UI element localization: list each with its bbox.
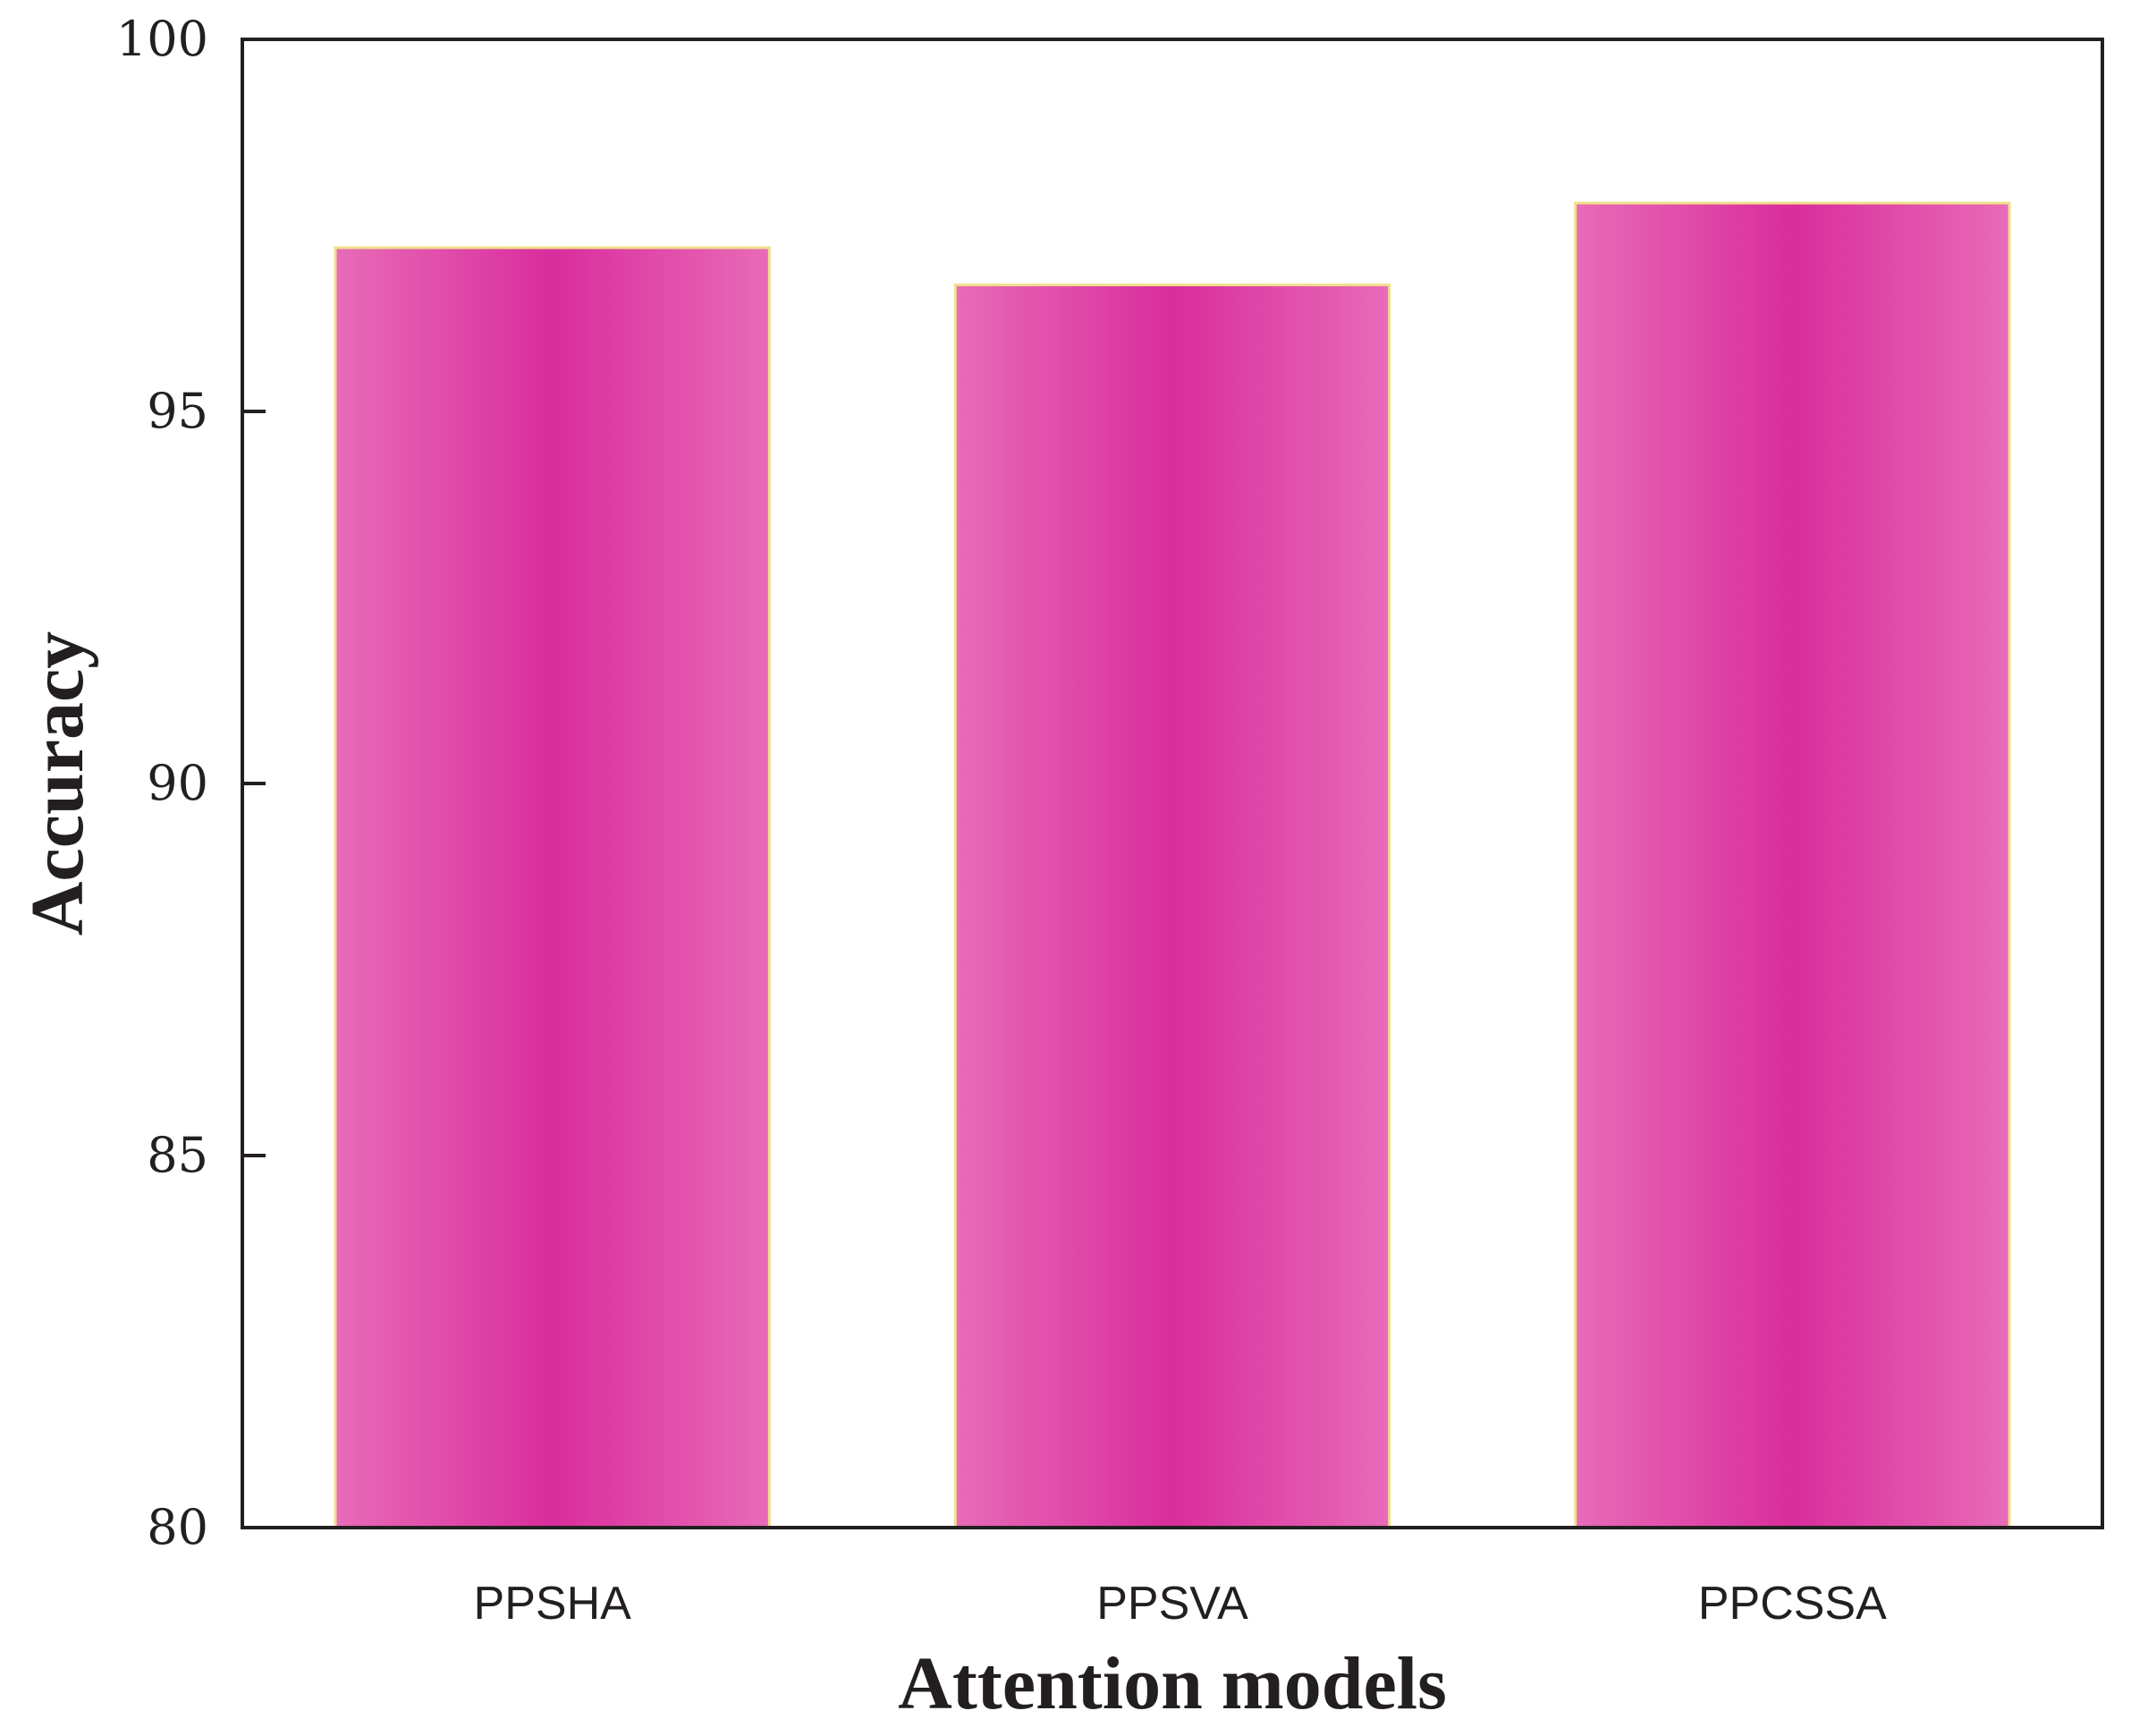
x-tick-label-ppsha: PPSHA (474, 1578, 632, 1630)
bar-ppsha (334, 246, 771, 1529)
y-tick-label: 95 (147, 383, 208, 439)
x-axis-title: Attention models (898, 1642, 1447, 1725)
x-tick-label-ppcssa: PPCSSA (1698, 1578, 1887, 1630)
bars-group (334, 201, 2011, 1529)
y-tick-label: 80 (147, 1499, 208, 1555)
y-tick-label: 90 (147, 755, 208, 811)
y-axis-title: Accuracy (16, 631, 99, 936)
x-axis: PPSHA PPSVA PPCSSA (474, 1578, 1888, 1630)
y-tick-label: 100 (116, 11, 208, 67)
x-tick-label-ppsva: PPSVA (1096, 1578, 1248, 1630)
bar-ppsva (953, 284, 1391, 1529)
y-axis: 80 85 90 95 100 (116, 11, 266, 1555)
y-tick-label: 85 (147, 1127, 208, 1183)
bar-ppcssa (1574, 201, 2011, 1529)
